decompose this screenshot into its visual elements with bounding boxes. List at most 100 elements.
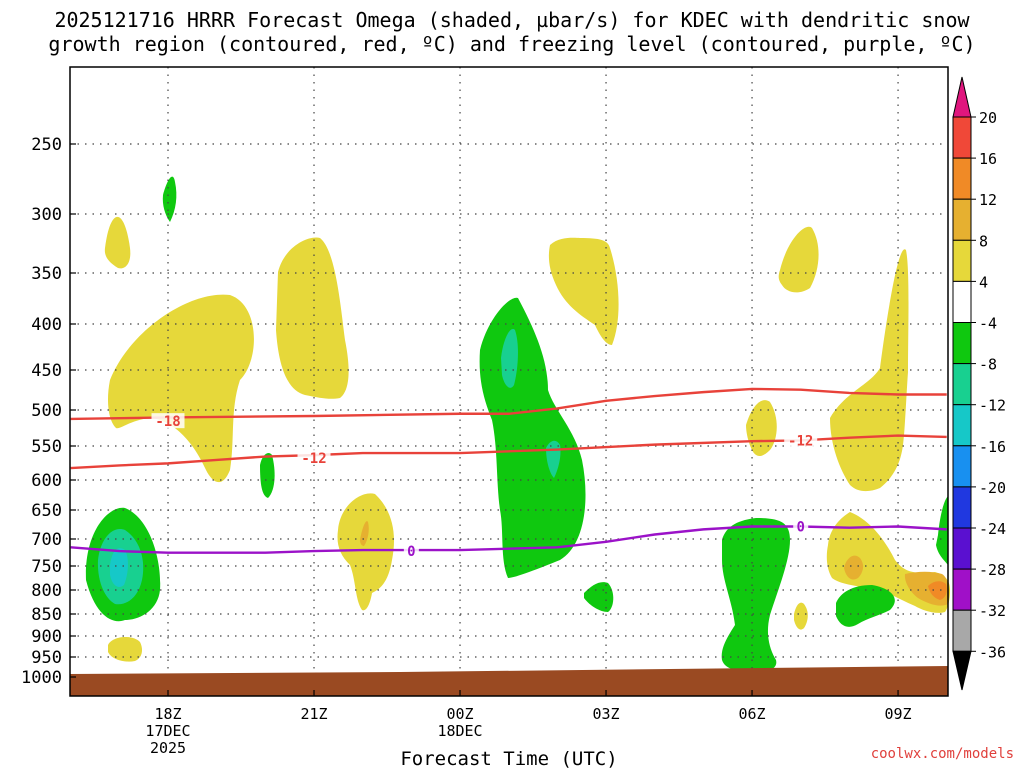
y-tick-label-700: 700 [31,530,62,550]
omega-region-16 [260,453,275,498]
colorbar-band-9 [952,486,972,529]
colorbar-band-8 [952,445,972,488]
x-tick-label-00Z: 00Z [446,705,473,723]
omega-region-9 [794,602,808,630]
colorbar-band-2 [952,198,972,241]
colorbar-band-12 [952,609,972,652]
x-tick-label-21Z: 21Z [300,705,327,723]
colorbar-label-12: -32 [979,602,1006,620]
y-tick-label-600: 600 [31,471,62,491]
contour-label-bg-1 [297,449,331,465]
colorbar-label-11: -28 [979,561,1006,579]
contour-lines: -18 -12 -12 0 0 [70,387,947,560]
y-tick-label-400: 400 [31,315,62,335]
colorbar-label-10: -24 [979,520,1006,538]
colorbar-band-0 [952,116,972,159]
contour-dgz_bottom [70,434,947,470]
omega-region-7 [830,249,909,492]
chart-title: 2025121716 HRRR Forecast Omega (shaded, … [0,8,1024,56]
omega-region-15 [162,176,177,222]
omega-region-5 [778,226,819,293]
colorbar-label-0: 20 [979,109,997,127]
contour-label-bg-4 [793,518,809,534]
watermark: coolwx.com/models [870,746,1014,762]
y-tick-label-350: 350 [31,264,62,284]
title-line-1: 2025121716 HRRR Forecast Omega (shaded, … [54,8,970,32]
colorbar-band-10 [952,527,972,570]
contour-label-1: -12 [301,451,326,467]
contour-label-0: -18 [155,414,180,430]
omega-region-1 [108,294,254,483]
colorbar-label-3: 8 [979,232,988,250]
y-tick-label-900: 900 [31,627,62,647]
contour-label-bg-3 [403,543,419,559]
omega-region-0 [104,216,131,269]
colorbar-label-5: -4 [979,315,997,333]
y-tick-label-550: 550 [31,437,62,457]
omega-region-20 [721,518,790,672]
colorbar-band-11 [952,568,972,611]
y-tick-label-500: 500 [31,401,62,421]
colorbar-band-1 [952,157,972,200]
contour-label-2: -12 [788,433,813,449]
x-tick-sublabel-00Z-0: 18DEC [437,722,482,740]
x-tick-sublabel-18Z-0: 17DEC [145,722,190,740]
colorbar-bottom-arrow [952,650,972,691]
colorbar-label-2: 12 [979,191,997,209]
colorbar-label-1: 16 [979,150,997,168]
y-tick-label-1000: 1000 [21,668,62,688]
omega-region-22 [936,496,948,565]
colorbar-band-7 [952,404,972,447]
colorbar-band-4 [952,280,972,323]
contour-dgz_top [70,387,947,421]
colorbar-band-6 [952,363,972,406]
y-tick-label-650: 650 [31,501,62,521]
y-tick-label-950: 950 [31,648,62,668]
colorbar-band-3 [952,239,972,282]
x-tick-label-06Z: 06Z [738,705,765,723]
colorbar-label-9: -20 [979,479,1006,497]
omega-region-23 [501,329,518,388]
colorbar-label-13: -36 [979,643,1006,661]
x-tick-label-09Z: 09Z [885,705,912,723]
y-tick-label-800: 800 [31,581,62,601]
y-tick-label-250: 250 [31,135,62,155]
colorbar-band-5 [952,322,972,365]
terrain-fill [70,666,948,696]
colorbar-label-8: -16 [979,438,1006,456]
y-tick-label-850: 850 [31,605,62,625]
axes: 2503003504004505005506006507007508008509… [21,66,949,768]
title-line-2: growth region (contoured, red, ºC) and f… [48,32,976,56]
omega-region-21 [836,585,895,627]
colorbar: 20 16 12 8 4 -4 -8 -12 -16 -20 -24 -28 -32 -36 [952,76,1006,691]
colorbar-label-7: -12 [979,397,1006,415]
terrain-layer [70,666,948,696]
colorbar-label-4: 4 [979,273,988,291]
omega-region-12 [360,521,369,546]
contour-label-3: 0 [407,544,415,560]
omega-shading [85,176,950,672]
x-axis-label: Forecast Time (UTC) [400,748,617,768]
omega-region-6 [746,400,777,456]
x-tick-label-03Z: 03Z [592,705,619,723]
contour-label-bg-2 [784,432,818,448]
omega-region-26 [110,548,128,587]
omega-region-18 [479,297,586,578]
colorbar-label-6: -8 [979,356,997,374]
omega-region-14 [928,581,947,600]
plot-frame [69,66,949,697]
x-tick-label-18Z: 18Z [154,705,181,723]
colorbar-top-arrow [952,76,972,118]
omega-region-2 [276,237,349,399]
y-tick-label-750: 750 [31,557,62,577]
contour-label-4: 0 [796,520,804,536]
omega-region-3 [337,493,395,611]
omega-region-10 [108,636,143,662]
contour-freezing_level [70,525,947,554]
omega-region-11 [844,555,864,580]
y-tick-label-300: 300 [31,205,62,225]
y-tick-label-450: 450 [31,361,62,381]
omega-region-4 [548,237,619,345]
omega-region-19 [584,582,614,612]
